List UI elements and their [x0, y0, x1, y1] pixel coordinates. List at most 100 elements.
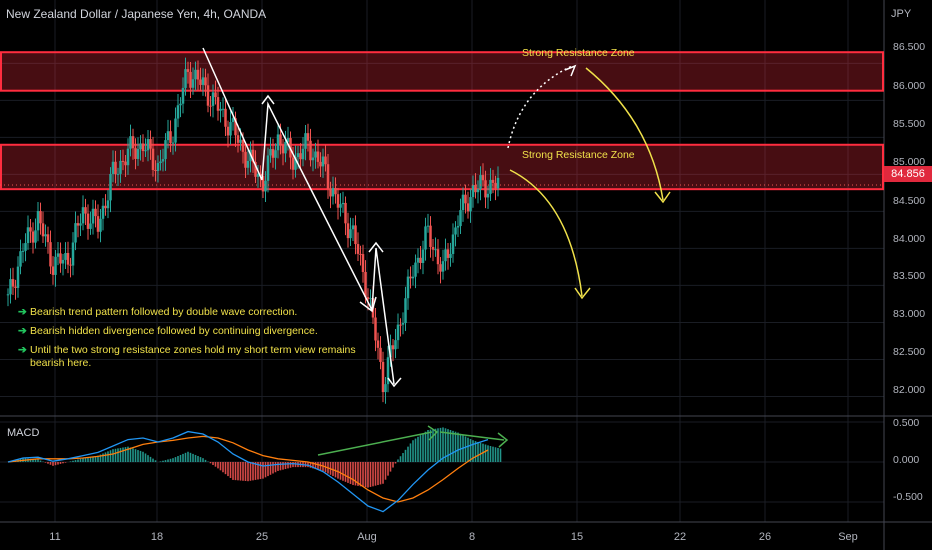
candle-body: [426, 225, 430, 227]
candle-body: [219, 108, 222, 111]
candle-body: [229, 122, 232, 136]
candle-body: [404, 298, 407, 324]
candle-body: [294, 157, 297, 170]
candle-body: [241, 139, 245, 152]
candle-body: [424, 226, 427, 250]
candle-body: [454, 227, 457, 235]
candle-body: [71, 242, 75, 266]
candle-body: [254, 162, 257, 177]
x-tick-label: Aug: [357, 531, 377, 543]
candle-body: [74, 223, 77, 243]
x-tick-label: 25: [255, 531, 269, 543]
candle-body: [446, 249, 450, 258]
candle-body: [129, 136, 132, 149]
projection-dotted: [507, 65, 573, 149]
candle-body: [124, 161, 127, 166]
candle-body: [64, 253, 67, 260]
candle-body: [221, 108, 225, 110]
candle-body: [299, 153, 302, 160]
candle-body: [69, 264, 72, 266]
candle-body: [141, 143, 145, 152]
candle-body: [144, 150, 147, 152]
candle-body: [489, 179, 492, 194]
candle-body: [346, 223, 350, 239]
candle-body: [59, 253, 62, 264]
candle-body: [16, 266, 20, 288]
candle-body: [171, 142, 175, 144]
candle-body: [89, 223, 92, 229]
divergence-line: [439, 431, 505, 441]
candle-body: [41, 223, 45, 237]
candle-body: [189, 71, 192, 88]
macd-line: [7, 430, 489, 513]
candle-body: [474, 184, 477, 193]
candle-body: [134, 148, 137, 159]
x-tick-label: 8: [468, 531, 476, 543]
candle-body: [479, 175, 482, 190]
candle-body: [461, 194, 465, 211]
candle-body: [374, 317, 377, 341]
candle-body: [246, 160, 250, 168]
candle-body: [491, 179, 495, 183]
candle-body: [181, 87, 185, 104]
chart-title: New Zealand Dollar / Japanese Yen, 4h, O…: [6, 7, 267, 21]
candle-body: [201, 77, 205, 85]
candle-body: [114, 161, 117, 175]
candle-body: [184, 69, 187, 88]
y-tick-label: 82.500: [893, 346, 926, 358]
candle-body: [341, 202, 345, 205]
candle-body: [226, 126, 230, 136]
candle-body: [389, 345, 392, 358]
candle-body: [484, 180, 487, 198]
zone-label-upper: Strong Resistance Zone: [522, 47, 635, 59]
candle-body: [359, 253, 362, 255]
candle-body: [51, 266, 55, 275]
candle-body: [236, 135, 240, 143]
wave-arrowhead: [359, 296, 377, 313]
candle-body: [149, 139, 152, 149]
candle-body: [321, 156, 325, 167]
candle-body: [356, 244, 360, 254]
candle-body: [139, 143, 142, 150]
x-tick-label: Sep: [838, 531, 858, 543]
candle-body: [409, 276, 412, 279]
candle-body: [414, 262, 417, 277]
wave-path: [202, 47, 395, 385]
zone-label-lower: Strong Resistance Zone: [522, 149, 635, 161]
note-item: ➔ Bearish trend pattern followed by doubl…: [18, 306, 358, 319]
candle-body: [344, 202, 347, 224]
candle-body: [386, 357, 390, 385]
candle-body: [439, 264, 442, 272]
note-text: Bearish trend pattern followed by double…: [30, 306, 298, 318]
candle-body: [391, 345, 395, 350]
x-tick-label: 26: [758, 531, 772, 543]
y-tick-label: 86.500: [893, 41, 926, 53]
candle-body: [126, 148, 130, 166]
candle-body: [366, 297, 370, 300]
divergence-arrowhead: [497, 432, 509, 448]
y-tick-label: 85.500: [893, 118, 926, 130]
candle-body: [429, 225, 432, 247]
candle-body: [266, 155, 270, 181]
candle-body: [421, 249, 425, 263]
candle-body: [136, 149, 140, 159]
candle-body: [261, 176, 265, 192]
candle-body: [206, 85, 210, 106]
candle-body: [199, 79, 202, 85]
candle-body: [196, 69, 200, 80]
candle-body: [26, 227, 30, 244]
candle-body: [304, 133, 307, 149]
candle-body: [84, 207, 87, 214]
candle-body: [61, 259, 65, 264]
candle-body: [46, 234, 50, 243]
note-text: Bearish hidden divergence followed by co…: [30, 325, 318, 337]
y-tick-label: 83.500: [893, 270, 926, 282]
candle-body: [301, 148, 305, 160]
candle-body: [56, 253, 60, 257]
candle-body: [34, 230, 37, 243]
candle-body: [284, 141, 287, 154]
candle-body: [169, 131, 172, 143]
candle-body: [176, 105, 180, 119]
candle-body: [384, 384, 387, 393]
